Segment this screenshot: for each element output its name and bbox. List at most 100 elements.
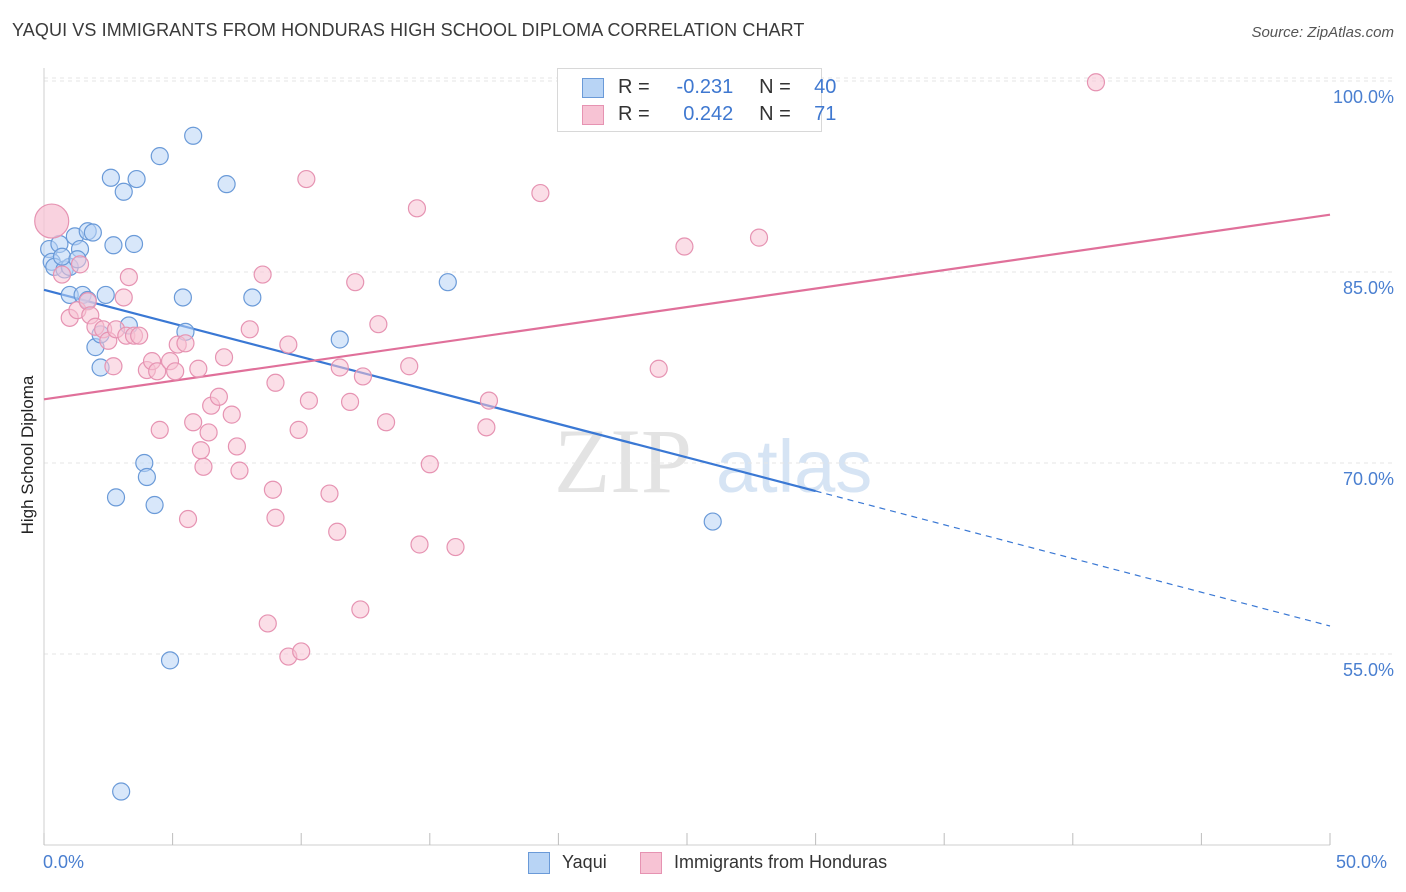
legend-row-yaqui: R = -0.231 N = 40: [582, 76, 836, 99]
honduras-point: [446, 537, 465, 557]
watermark-zip: ZIP: [554, 410, 692, 512]
honduras-point: [320, 484, 339, 503]
y-tick-label-100: 100.0%: [1332, 87, 1394, 107]
honduras-point: [34, 203, 70, 239]
yaqui-trend-extension: [815, 490, 1331, 627]
legend-item-yaqui: Yaqui: [528, 852, 607, 875]
honduras-legend-label: Immigrants from Honduras: [674, 852, 888, 872]
honduras-point: [353, 367, 373, 386]
honduras-legend-swatch: [640, 852, 662, 875]
r-label: R =: [618, 76, 650, 98]
y-tick-label-55: 55.0%: [1342, 660, 1394, 680]
honduras-point: [194, 457, 213, 476]
yaqui-swatch: [582, 77, 604, 98]
yaqui-point: [137, 467, 156, 487]
y-tick-label-70: 70.0%: [1342, 469, 1394, 489]
honduras-point: [263, 480, 283, 499]
yaqui-point: [127, 169, 146, 189]
honduras-point: [150, 420, 169, 439]
honduras-point: [70, 255, 90, 274]
watermark-atlas: atlas: [716, 425, 872, 508]
chart-title: YAQUI VS IMMIGRANTS FROM HONDURAS HIGH S…: [12, 20, 805, 40]
yaqui-legend-swatch: [528, 852, 550, 875]
honduras-point: [279, 335, 298, 354]
honduras-point: [209, 387, 228, 406]
yaqui-point: [101, 168, 120, 187]
yaqui-point: [145, 495, 164, 515]
honduras-point: [266, 508, 285, 527]
honduras-point: [330, 358, 349, 377]
honduras-point: [299, 391, 319, 410]
yaqui-trend-line: [43, 288, 816, 493]
yaqui-point: [243, 288, 262, 307]
legend-row-honduras: R = 0.242 N = 71: [582, 103, 836, 126]
honduras-point: [114, 288, 133, 307]
honduras-point: [369, 315, 388, 334]
yaqui-point: [217, 175, 236, 194]
yaqui-point: [124, 234, 144, 254]
honduras-point: [340, 392, 360, 411]
yaqui-point: [83, 223, 102, 242]
honduras-point: [292, 642, 311, 661]
yaqui-point: [112, 782, 131, 801]
x-tick-label-min: 0.0%: [43, 852, 85, 872]
honduras-point: [240, 320, 259, 339]
honduras-point: [479, 391, 499, 410]
honduras-point: [104, 357, 123, 376]
honduras-n-value: 71: [814, 103, 837, 125]
honduras-point: [351, 600, 370, 619]
n-label: N =: [759, 76, 791, 98]
honduras-point: [189, 359, 208, 378]
honduras-point: [178, 509, 198, 529]
yaqui-point: [96, 285, 115, 305]
y-tick-label-85: 85.0%: [1342, 278, 1394, 298]
honduras-trend-line: [43, 213, 1331, 401]
honduras-point: [649, 359, 668, 378]
honduras-point: [289, 420, 308, 439]
yaqui-point: [150, 147, 169, 166]
legend-item-honduras: Immigrants from Honduras: [640, 852, 888, 875]
honduras-point: [420, 455, 439, 474]
r-label: R =: [618, 103, 650, 125]
honduras-point: [266, 373, 285, 392]
honduras-point: [531, 183, 550, 203]
x-tick-label-max: 50.0%: [1336, 852, 1388, 872]
yaqui-point: [114, 182, 133, 201]
honduras-point: [410, 535, 429, 554]
yaqui-point: [438, 273, 457, 292]
yaqui-point: [330, 330, 349, 349]
n-label: N =: [759, 103, 791, 125]
honduras-point: [230, 461, 249, 480]
yaqui-r-value: -0.231: [676, 76, 734, 98]
honduras-point: [297, 169, 316, 189]
honduras-swatch: [582, 104, 604, 125]
yaqui-point: [703, 512, 722, 531]
honduras-point: [222, 405, 241, 424]
honduras-point: [675, 237, 694, 256]
honduras-point: [176, 334, 195, 353]
honduras-point: [148, 362, 167, 381]
yaqui-point: [52, 247, 72, 266]
correlation-legend: R = -0.231 N = 40 R = 0.242 N = 71: [557, 68, 836, 132]
honduras-point: [477, 418, 496, 437]
yaqui-point: [104, 236, 123, 255]
honduras-point: [184, 413, 203, 432]
yaqui-point: [173, 288, 192, 307]
yaqui-n-value: 40: [814, 76, 837, 98]
yaqui-point: [160, 651, 180, 670]
honduras-point: [749, 228, 769, 247]
honduras-point: [119, 267, 138, 287]
yaqui-point: [184, 126, 203, 145]
source-label: Source: ZipAtlas.com: [1251, 24, 1394, 41]
honduras-point: [227, 437, 246, 456]
honduras-point: [52, 265, 72, 284]
yaqui-legend-label: Yaqui: [562, 852, 607, 872]
honduras-point: [130, 326, 149, 345]
honduras-point: [166, 362, 185, 381]
yaqui-point: [106, 488, 126, 507]
honduras-point: [214, 348, 234, 367]
honduras-point: [1086, 73, 1106, 92]
honduras-point: [258, 614, 277, 633]
honduras-point: [346, 273, 365, 292]
